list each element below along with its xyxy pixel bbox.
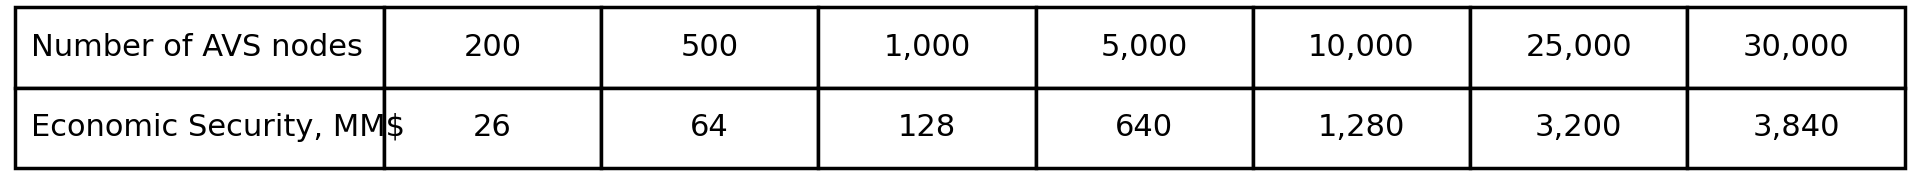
Text: Number of AVS nodes: Number of AVS nodes bbox=[31, 33, 363, 62]
Bar bbox=[1688, 88, 1905, 168]
Bar bbox=[1254, 88, 1471, 168]
Bar bbox=[15, 88, 384, 168]
Text: 25,000: 25,000 bbox=[1524, 33, 1632, 62]
Text: 30,000: 30,000 bbox=[1743, 33, 1849, 62]
Bar bbox=[601, 7, 818, 88]
Text: 1,000: 1,000 bbox=[883, 33, 972, 62]
Text: 5,000: 5,000 bbox=[1100, 33, 1188, 62]
Bar bbox=[1035, 7, 1254, 88]
Bar bbox=[1035, 88, 1254, 168]
Text: 3,840: 3,840 bbox=[1753, 113, 1839, 142]
Bar bbox=[1688, 7, 1905, 88]
Text: 200: 200 bbox=[463, 33, 522, 62]
Bar bbox=[15, 7, 384, 88]
Text: 128: 128 bbox=[899, 113, 956, 142]
Text: 640: 640 bbox=[1116, 113, 1173, 142]
Bar bbox=[818, 88, 1035, 168]
Bar bbox=[1471, 88, 1688, 168]
Text: Economic Security, MM$: Economic Security, MM$ bbox=[31, 113, 405, 142]
Text: 26: 26 bbox=[472, 113, 513, 142]
Text: 3,200: 3,200 bbox=[1536, 113, 1622, 142]
Bar bbox=[601, 88, 818, 168]
Bar bbox=[1254, 7, 1471, 88]
Text: 500: 500 bbox=[680, 33, 739, 62]
Text: 1,280: 1,280 bbox=[1317, 113, 1405, 142]
Text: 64: 64 bbox=[691, 113, 730, 142]
Bar bbox=[1471, 7, 1688, 88]
Bar bbox=[384, 7, 601, 88]
Bar bbox=[384, 88, 601, 168]
Bar bbox=[818, 7, 1035, 88]
Text: 10,000: 10,000 bbox=[1308, 33, 1415, 62]
